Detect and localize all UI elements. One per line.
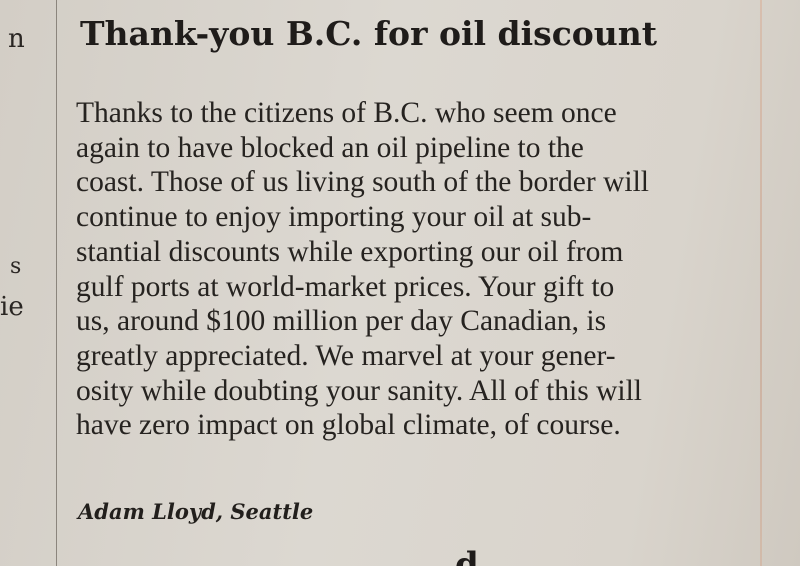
body-line: Thanks to the citizens of B.C. who seem … [76, 97, 617, 129]
body-line: have zero impact on global climate, of c… [76, 409, 621, 442]
body-line: us, around $100 million per day Canadian… [76, 305, 607, 338]
adjacent-column-fragment: ie [0, 292, 24, 322]
body-line: again to have blocked an oil pipeline to… [76, 131, 584, 164]
body-line: osity while doubting your sanity. All of… [76, 374, 642, 407]
body-line: stantial discounts while exporting our o… [76, 235, 624, 268]
body-line: coast. Those of us living south of the b… [76, 166, 649, 199]
body-line: continue to enjoy importing your oil at … [76, 201, 592, 234]
page-edge [760, 0, 762, 566]
adjacent-column-fragment: s [10, 254, 22, 279]
body-line: gulf ports at world-market prices. Your … [76, 270, 615, 303]
next-article-headline-fragment: d [455, 545, 479, 566]
article-byline: Adam Lloyd, Seattle [78, 499, 314, 524]
adjacent-column-fragment: n [8, 24, 25, 54]
adjacent-column: n s ie [0, 0, 40, 566]
article-body: Thanks to the citizens of B.C. who seem … [76, 96, 776, 443]
column-divider [56, 0, 57, 566]
article-headline: Thank-you B.C. for oil discount [80, 14, 658, 53]
body-line: greatly appreciated. We marvel at your g… [76, 339, 616, 372]
